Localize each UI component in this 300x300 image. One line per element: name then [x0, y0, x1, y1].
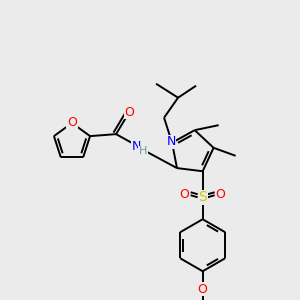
- Text: O: O: [216, 188, 226, 201]
- Text: O: O: [124, 106, 134, 118]
- Text: S: S: [198, 190, 207, 204]
- Text: N: N: [131, 140, 141, 153]
- Text: O: O: [198, 283, 208, 296]
- Text: O: O: [180, 188, 190, 201]
- Text: N: N: [167, 135, 176, 148]
- Text: O: O: [67, 116, 77, 128]
- Text: H: H: [139, 146, 147, 156]
